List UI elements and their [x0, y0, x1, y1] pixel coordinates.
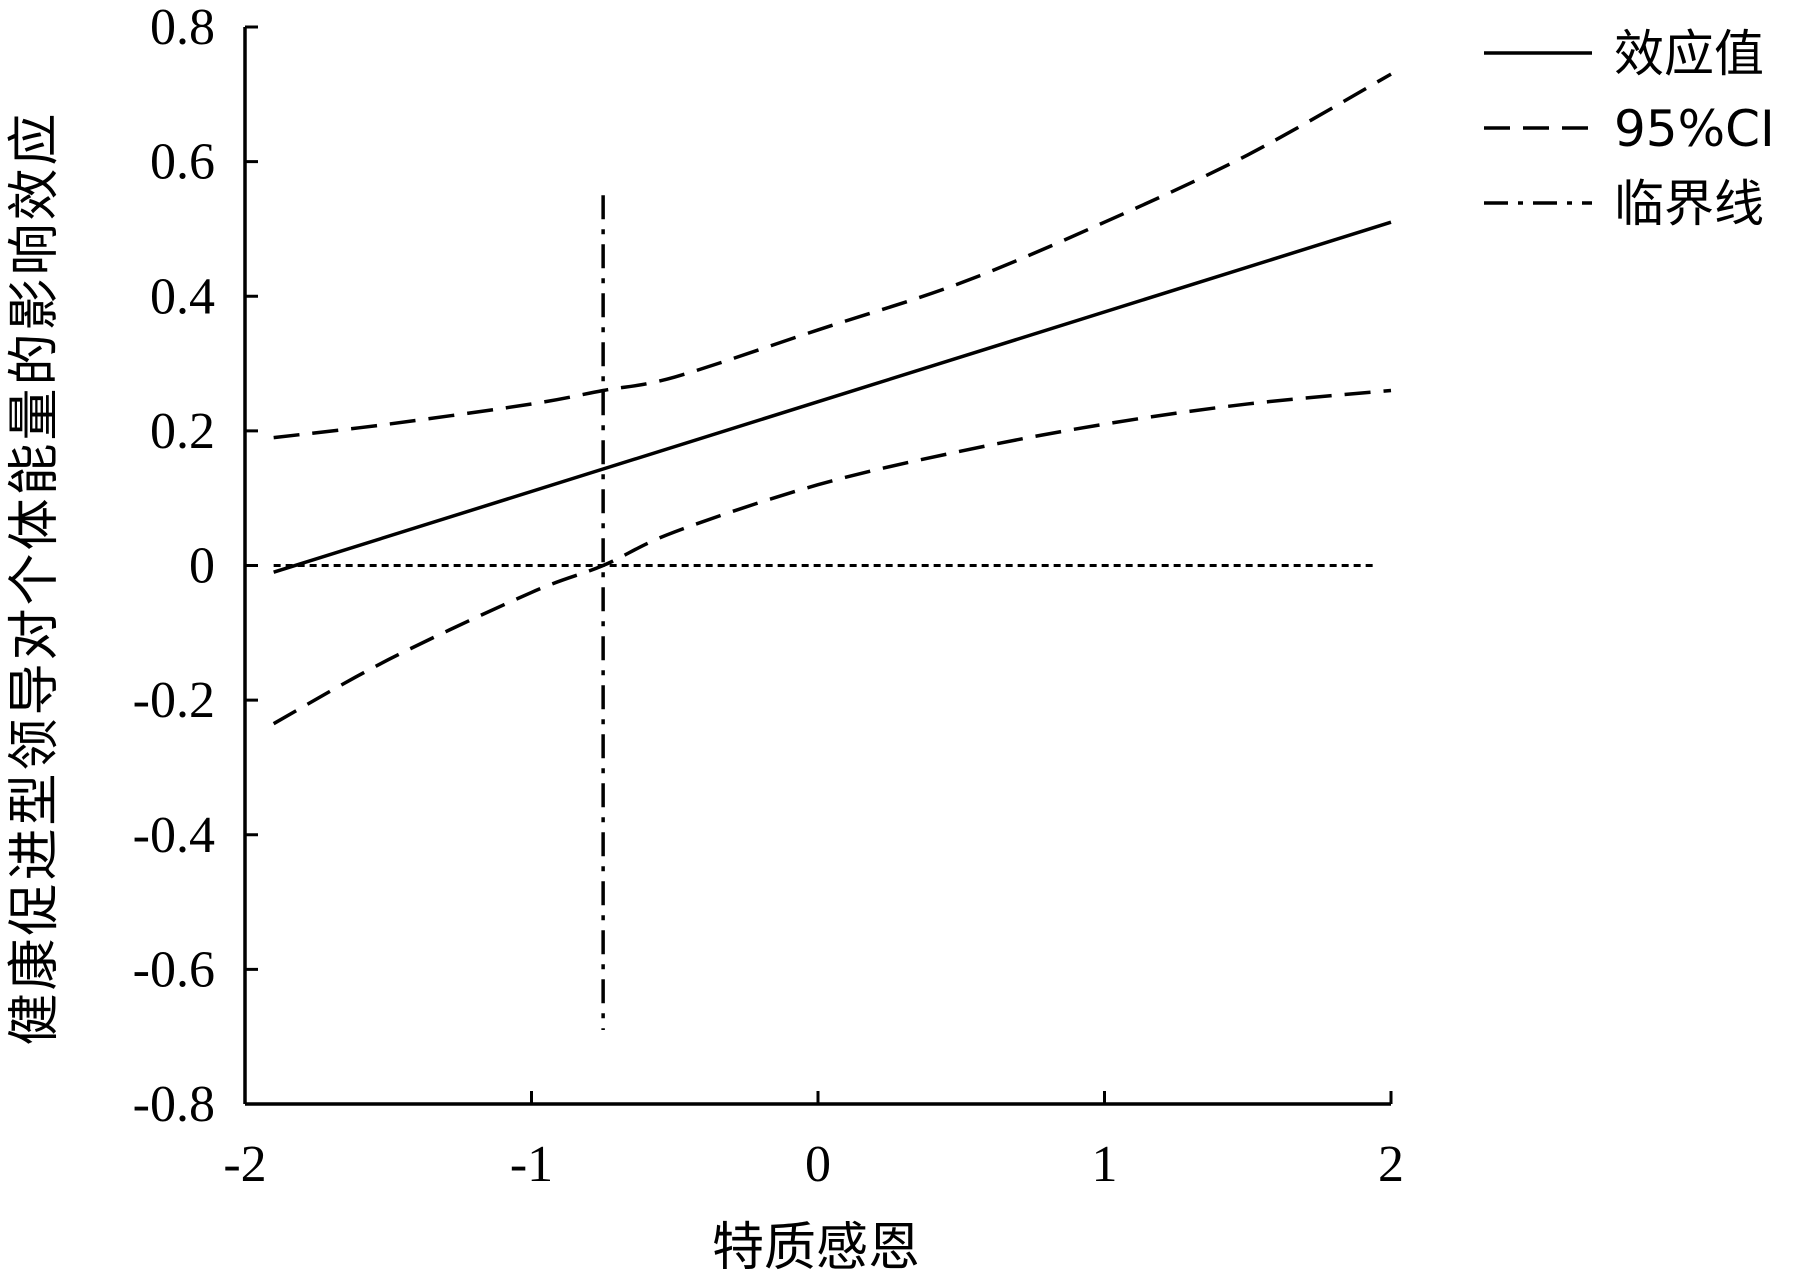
y-tick-label: 0.2 — [150, 403, 215, 460]
y-tick-label: -0.2 — [133, 672, 215, 729]
series-line-solid — [273, 220, 1392, 574]
y-tick-label: 0.6 — [150, 134, 215, 191]
series-layer — [272, 72, 1392, 1030]
legend: 效应值 95%CI 临界线 — [1484, 25, 1775, 233]
series-line-dashed — [273, 72, 1392, 440]
x-tick-label: 1 — [1092, 1136, 1118, 1193]
y-tick-label: -0.8 — [133, 1076, 215, 1133]
legend-label: 效应值 — [1614, 25, 1764, 83]
legend-label: 临界线 — [1614, 175, 1764, 233]
y-axis-title: 健康促进型领导对个体能量的影响效应 — [5, 110, 65, 1045]
y-tick-label: -0.6 — [133, 941, 215, 998]
legend-label: 95%CI — [1614, 100, 1775, 158]
x-axis-title: 特质感恩 — [712, 1218, 920, 1278]
axes: 0.8 0.6 0.4 0.2 0 -0.2 -0.4 -0.6 -0.8-2 -1 0 1 2 — [133, 0, 1404, 1193]
x-tick-label: 0 — [805, 1136, 831, 1193]
y-tick-label: 0 — [189, 538, 215, 595]
x-tick-label: 2 — [1378, 1136, 1404, 1193]
x-tick-label: -2 — [223, 1136, 266, 1193]
series-line-dashed — [272, 388, 1392, 726]
y-tick-label: 0.4 — [150, 268, 215, 325]
y-tick-label: -0.4 — [133, 807, 215, 864]
y-tick-label: 0.8 — [150, 0, 215, 56]
x-tick-label: -1 — [510, 1136, 553, 1193]
